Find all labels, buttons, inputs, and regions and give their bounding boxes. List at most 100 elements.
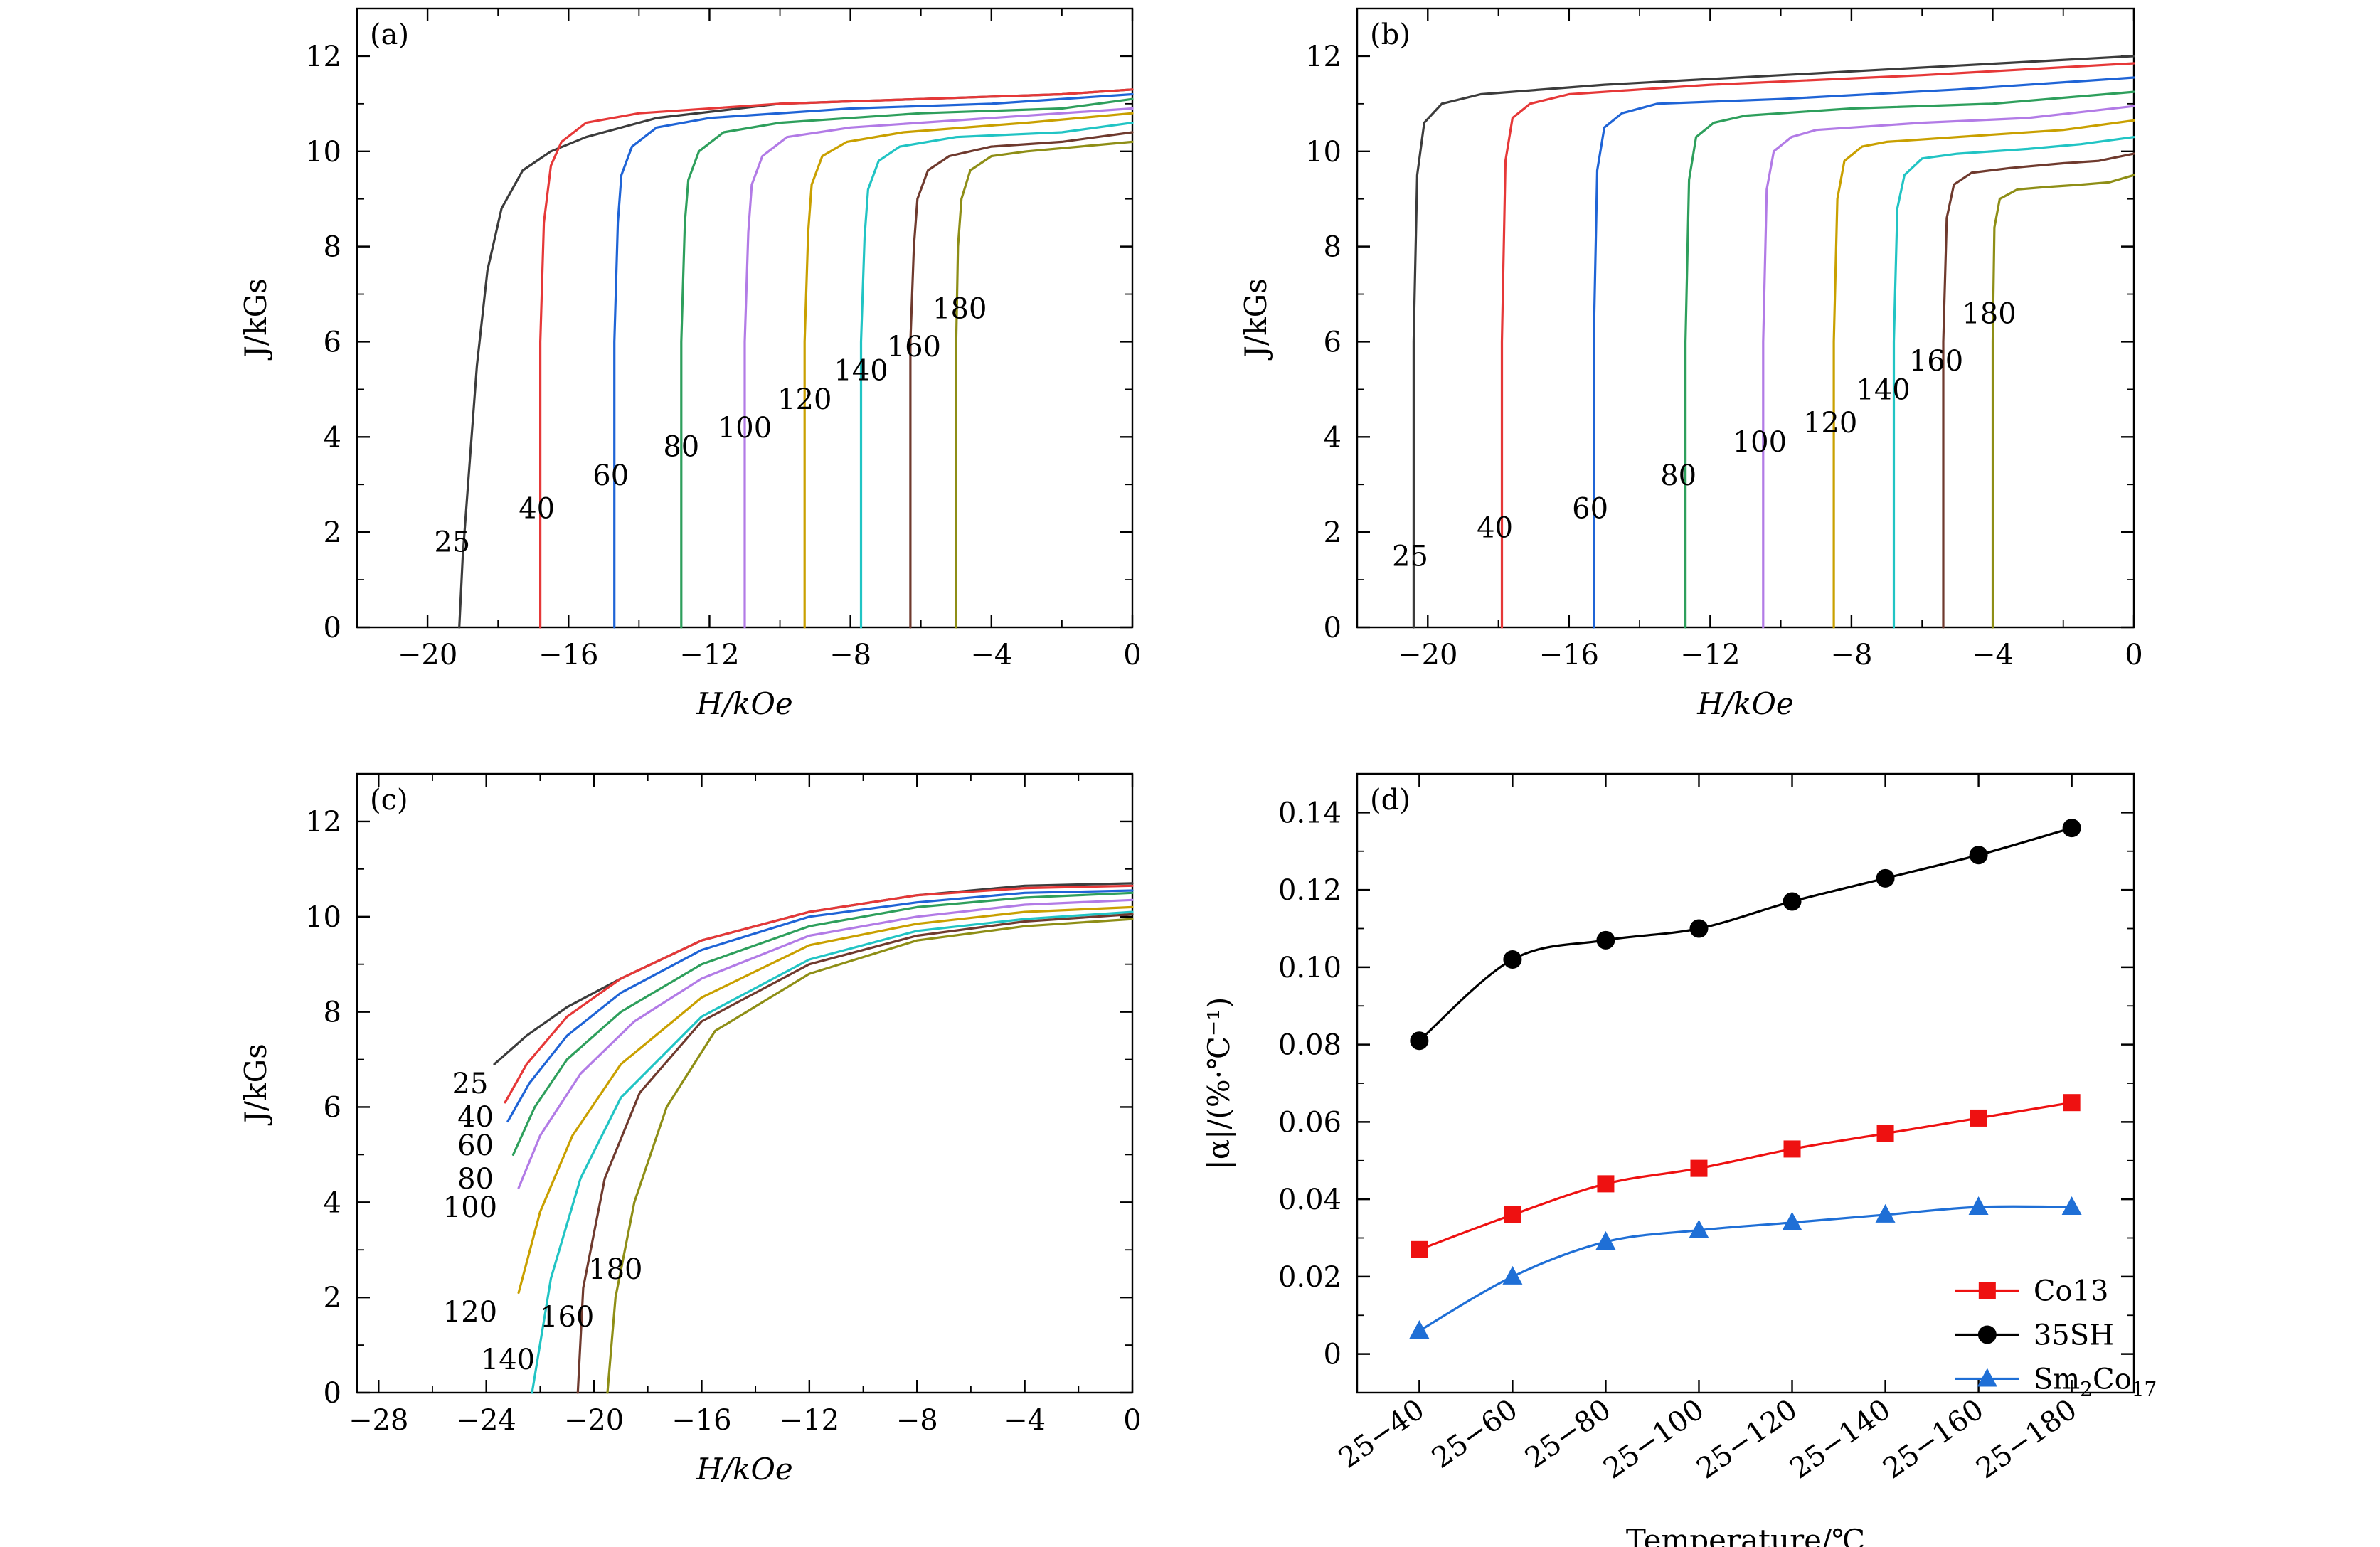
y-axis-label: |α|/(%·℃⁻¹) <box>1201 997 1236 1170</box>
y-tick-label: 0.02 <box>1278 1261 1342 1294</box>
curve-label-25: 25 <box>1392 541 1428 573</box>
data-point-Sm2Co17 <box>2061 1196 2082 1215</box>
curve-label-80: 80 <box>1660 459 1696 492</box>
legend-label-35SH: 35SH <box>2034 1319 2114 1351</box>
y-axis-label: J/kGs <box>238 278 273 361</box>
y-tick-label: 4 <box>1324 421 1342 454</box>
x-tick-label: −12 <box>1680 639 1740 671</box>
x-tick-label: −20 <box>1398 639 1457 671</box>
x-tick-label: −4 <box>1972 639 2014 671</box>
x-tick-label: −4 <box>1004 1404 1046 1437</box>
panel-tag: (a) <box>370 18 409 51</box>
curve-label-80: 80 <box>457 1163 494 1196</box>
y-tick-label: 0.14 <box>1278 797 1342 829</box>
y-tick-label: 0 <box>324 612 341 644</box>
x-tick-label: −8 <box>829 639 871 671</box>
plot-frame <box>1356 7 2135 629</box>
curve-label-120: 120 <box>777 383 832 416</box>
y-tick-label: 2 <box>324 1282 341 1314</box>
y-tick-label: 2 <box>1324 516 1342 549</box>
curve-100 <box>1762 105 2135 629</box>
data-point-Co13 <box>1504 1206 1521 1223</box>
curve-label-120: 120 <box>1803 407 1857 440</box>
y-tick-label: 2 <box>324 516 341 549</box>
y-tick-label: 6 <box>1324 326 1342 358</box>
curve-label-40: 40 <box>519 493 555 526</box>
x-category-label: 25−180 <box>1970 1393 2083 1486</box>
curve-label-60: 60 <box>457 1129 494 1162</box>
x-tick-label: 0 <box>2125 639 2142 671</box>
curve-25 <box>1412 55 2135 629</box>
curve-label-100: 100 <box>1733 426 1787 459</box>
curve-120 <box>803 112 1134 629</box>
y-tick-label: 10 <box>1305 136 1342 169</box>
x-tick-label: −8 <box>1830 639 1872 671</box>
curve-label-140: 140 <box>834 355 888 388</box>
data-point-35SH <box>1969 846 1988 865</box>
series-line-Co13 <box>1418 1101 2073 1251</box>
curve-label-140: 140 <box>481 1344 535 1376</box>
curve-label-80: 80 <box>663 431 699 464</box>
x-tick-label: −12 <box>679 639 739 671</box>
x-tick-label: 0 <box>1123 639 1141 671</box>
y-tick-label: 4 <box>324 1186 341 1219</box>
y-tick-label: 8 <box>1324 231 1342 264</box>
y-tick-label: 6 <box>324 326 341 358</box>
curve-label-160: 160 <box>540 1301 594 1334</box>
panel-c-hysteresis-chart: (c) 0 2 4 6 8 10 12 −28 −24 −20 −16 −12 −8 −4 0 25406080… <box>238 772 1142 1487</box>
y-tick-label: 6 <box>324 1091 341 1124</box>
curve-140 <box>531 910 1134 1394</box>
x-tick-label: −8 <box>896 1404 938 1437</box>
y-tick-label: 0 <box>1324 612 1342 644</box>
x-category-label: 25−120 <box>1691 1393 1803 1486</box>
x-category-label: 25−160 <box>1877 1393 1989 1486</box>
data-point-Sm2Co17 <box>1968 1196 1989 1215</box>
curve-40 <box>504 884 1134 1104</box>
data-point-35SH <box>1410 1031 1429 1051</box>
x-axis-label: H/kOe <box>1696 686 1794 721</box>
curve-120 <box>517 905 1134 1295</box>
data-point-Sm2Co17 <box>1409 1320 1430 1339</box>
curve-80 <box>1684 90 2135 629</box>
y-tick-label: 0.08 <box>1278 1029 1342 1062</box>
curve-label-25: 25 <box>434 526 470 559</box>
x-tick-label: −16 <box>671 1404 731 1437</box>
x-tick-label: −4 <box>970 639 1012 671</box>
panel-tag: (c) <box>370 784 408 817</box>
data-point-Co13 <box>1783 1140 1801 1158</box>
curve-label-120: 120 <box>443 1296 497 1329</box>
curve-label-160: 160 <box>1909 345 1963 378</box>
curve-40 <box>538 88 1134 629</box>
x-tick-label: −28 <box>349 1404 408 1437</box>
data-point-35SH <box>1503 950 1522 969</box>
legend-marker-35SH <box>1977 1325 1997 1344</box>
curve-180 <box>955 140 1134 629</box>
y-tick-label: 0 <box>1324 1339 1342 1371</box>
x-tick-label: −16 <box>538 639 598 671</box>
curve-80 <box>511 891 1134 1157</box>
curve-160 <box>1942 152 2135 629</box>
curve-100 <box>743 107 1134 629</box>
plot-frame <box>356 772 1134 1394</box>
data-point-35SH <box>1876 868 1895 888</box>
legend-marker-Sm2Co17 <box>1977 1368 1997 1387</box>
data-point-Sm2Co17 <box>1782 1211 1802 1230</box>
y-tick-label: 8 <box>324 996 341 1029</box>
curve-180 <box>1991 174 2135 629</box>
y-tick-label: 0.04 <box>1278 1184 1342 1216</box>
y-axis-label: J/kGs <box>1238 278 1273 361</box>
x-axis-label: Temperature/℃ <box>1626 1523 1865 1547</box>
legend-label-Sm2Co17: Sm2Co17 <box>2034 1363 2157 1400</box>
data-point-Sm2Co17 <box>1595 1230 1616 1250</box>
curve-label-25: 25 <box>452 1068 489 1100</box>
x-category-label: 25−100 <box>1598 1393 1710 1486</box>
panel-b-hysteresis-chart: (b) 0 2 4 6 8 10 12 −20 −16 −12 −8 −4 0 25 40 60 80 100 120… <box>1238 7 2143 721</box>
y-tick-label: 12 <box>1305 41 1342 73</box>
panel-tag: (d) <box>1370 784 1411 817</box>
curve-label-180: 180 <box>1962 297 2016 330</box>
legend-marker-Co13 <box>1978 1282 1996 1299</box>
y-tick-label: 10 <box>305 136 341 169</box>
x-tick-label: −24 <box>456 1404 516 1437</box>
data-point-Co13 <box>2063 1094 2081 1112</box>
x-tick-label: −12 <box>780 1404 839 1437</box>
